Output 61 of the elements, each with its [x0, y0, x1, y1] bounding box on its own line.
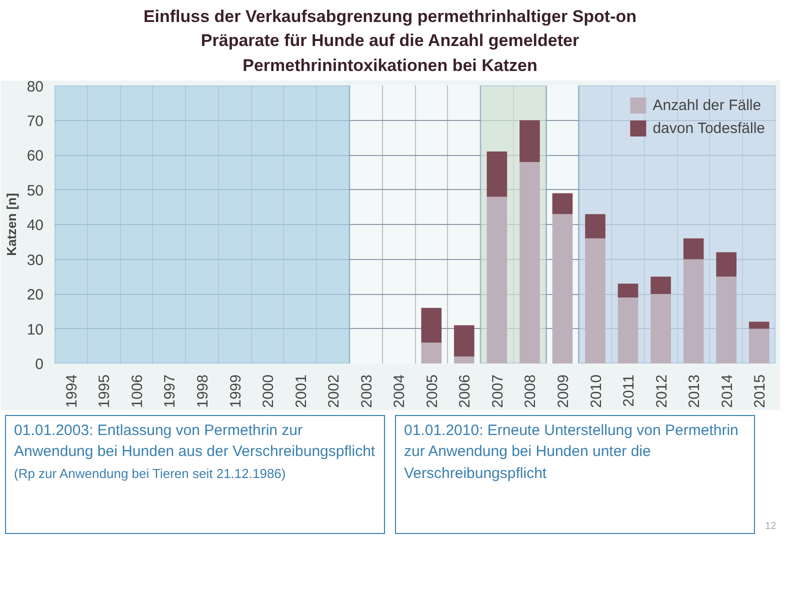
- x-tick-label: 2014: [718, 374, 736, 408]
- bar: [520, 120, 540, 162]
- x-tick-label: 2006: [456, 374, 474, 408]
- y-tick-label: 30: [26, 252, 44, 269]
- y-axis-title: Katzen [n]: [4, 193, 19, 256]
- bar: [552, 193, 573, 214]
- bar: [454, 356, 474, 364]
- bar: [486, 152, 508, 197]
- bar: [683, 259, 704, 364]
- x-tick-label: 2002: [326, 374, 343, 408]
- text: 01.01.2003: Entlassung von Permethrin zur Anwendung bei Hunden aus der Verschreibungspflicht: [14, 422, 376, 460]
- x-tick-label: 2005: [424, 374, 441, 408]
- bar: [650, 294, 671, 364]
- bar: [552, 214, 573, 364]
- bar: [748, 322, 770, 329]
- x-tick-label: 1995: [96, 374, 114, 408]
- text: 01.01.2010: Erneute Unterstellung von Permethrin zur Anwendung bei Hunden unter die Verschreibungspflicht: [404, 421, 740, 484]
- x-tick-label: 2012: [653, 374, 670, 408]
- y-tick-label: 60: [26, 148, 44, 164]
- x-tick-label: 2008: [522, 374, 540, 408]
- bar: [486, 196, 508, 364]
- x-tick-label: 2009: [554, 374, 572, 408]
- x-tick-label: 2013: [686, 374, 704, 408]
- y-tick-label: 50: [26, 182, 44, 200]
- x-tick-label: 1994: [63, 374, 80, 408]
- x-tick-label: 2000: [260, 374, 278, 408]
- x-tick-label: 2011: [620, 374, 638, 407]
- y-tick-label: 20: [26, 286, 44, 304]
- x-tick-label: 2004: [391, 374, 408, 408]
- x-tick-label: 2003: [358, 374, 376, 408]
- bar: [454, 325, 474, 357]
- bar: [618, 284, 638, 298]
- bar: [716, 276, 736, 364]
- bar: [585, 214, 606, 238]
- y-tick-label: 10: [26, 321, 44, 338]
- legend-label: davon Todesfälle: [652, 120, 765, 136]
- x-tick-label: 2015: [752, 374, 769, 408]
- text: (Rp zur Anwendung bei Tieren seit 21.12.1986): [14, 466, 286, 481]
- bar: [716, 252, 736, 277]
- bar: [683, 238, 704, 260]
- y-tick-label: 70: [26, 112, 44, 130]
- x-tick-label: 2010: [588, 374, 605, 408]
- bar: [748, 328, 770, 364]
- x-tick-label: 1997: [162, 374, 179, 408]
- chart-title: Einfluss der Verkaufsabgrenzung permethrinhaltiger Spot-on Präparate für Hunde auf die Anzahl gemeldeter Permethrinintoxikationen bei Katzen: [142, 6, 638, 77]
- x-tick-label: 1006: [128, 374, 146, 408]
- text: 12: [765, 520, 776, 534]
- bar: [520, 162, 540, 364]
- x-tick-label: 1998: [194, 374, 212, 408]
- bar: [650, 276, 671, 294]
- bar: [421, 342, 442, 364]
- bar: [585, 238, 606, 364]
- x-tick-label: 2001: [292, 374, 310, 408]
- bar: [618, 297, 638, 364]
- x-tick-label: 2007: [489, 374, 506, 408]
- legend-label: Anzahl der Fälle: [652, 96, 762, 114]
- bar: [421, 308, 442, 343]
- x-tick-label: 1999: [227, 374, 244, 408]
- y-tick-label: 0: [35, 356, 44, 373]
- y-tick-label: 80: [26, 78, 44, 96]
- y-tick-label: 40: [26, 217, 44, 234]
